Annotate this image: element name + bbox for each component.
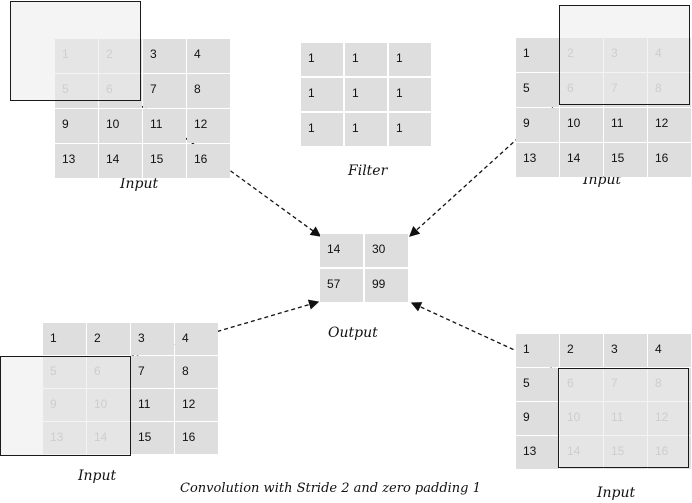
filter-cell: 1 (345, 78, 387, 111)
input-top-left-cell: 8 (187, 74, 230, 108)
input-bottom-left-cell: 8 (175, 356, 218, 388)
input-top-right-cell: 9 (516, 108, 559, 142)
input-top-right-cell: 14 (560, 143, 603, 177)
input-top-left-cell: 10 (99, 109, 142, 143)
input-top-left-cell: 15 (143, 144, 186, 178)
filter-cell: 1 (345, 113, 387, 146)
input-bottom-right-cell: 1 (516, 334, 559, 367)
output-cell: 14 (320, 234, 363, 267)
input-top-right-cell: 1 (516, 38, 559, 72)
filter-window-top-left (10, 1, 141, 101)
filter-window-top-right (559, 5, 690, 105)
input-top-left-cell: 11 (143, 109, 186, 143)
input-top-left-cell: 4 (187, 39, 230, 73)
input-bottom-right-cell: 9 (516, 402, 559, 435)
output-label: Output (328, 325, 378, 341)
input-bottom-left-cell: 15 (131, 422, 174, 454)
input-bottom-right-cell: 4 (648, 334, 691, 367)
input-top-right-cell: 5 (516, 73, 559, 107)
input-bottom-right-cell: 3 (604, 334, 647, 367)
input-top-right-cell: 13 (516, 143, 559, 177)
output-cell: 57 (320, 269, 363, 302)
input-bottom-left-cell: 4 (175, 323, 218, 355)
arrow-top-right-to-output (409, 99, 561, 237)
filter-window-bottom-left (0, 356, 131, 456)
diagram-caption: Convolution with Stride 2 and zero paddi… (180, 481, 481, 496)
input-top-right-cell: 15 (604, 143, 647, 177)
input-bottom-left-cell: 12 (175, 389, 218, 421)
input-top-left-cell: 9 (55, 109, 98, 143)
input-bottom-right-cell: 5 (516, 368, 559, 401)
input-top-right-cell: 12 (648, 108, 691, 142)
filter-cell: 1 (389, 113, 431, 146)
input-bottom-left-cell: 16 (175, 422, 218, 454)
input-top-left-cell: 14 (99, 144, 142, 178)
filter-window-bottom-right (558, 368, 689, 468)
input-bottom-left-cell: 2 (87, 323, 130, 355)
input-top-right-cell: 10 (560, 108, 603, 142)
input-bottom-right-cell: 2 (560, 334, 603, 367)
input-top-right-cell: 16 (648, 143, 691, 177)
filter-cell: 1 (301, 113, 343, 146)
input-bottom-left-cell: 11 (131, 389, 174, 421)
input-bottom-left-cell: 3 (131, 323, 174, 355)
filter-cell: 1 (345, 43, 387, 76)
arrow-bottom-right-to-output (410, 302, 559, 371)
input-bottom-right-cell: 13 (516, 436, 559, 469)
filter-cell: 1 (301, 78, 343, 111)
filter-cell: 1 (389, 78, 431, 111)
input-top-left-cell: 16 (187, 144, 230, 178)
input-top-right-cell: 11 (604, 108, 647, 142)
input-top-left-cell: 13 (55, 144, 98, 178)
output-cell: 30 (365, 234, 408, 267)
input-bottom-left-cell: 7 (131, 356, 174, 388)
output-cell: 99 (365, 269, 408, 302)
input-label-top-left: Input (120, 176, 159, 192)
input-top-left-cell: 12 (187, 109, 230, 143)
filter-cell: 1 (389, 43, 431, 76)
input-label-bottom-right: Input (597, 485, 636, 501)
input-bottom-left-cell: 1 (43, 323, 86, 355)
arrow-bottom-left-to-output (129, 299, 320, 358)
filter-label: Filter (348, 163, 388, 179)
input-label-bottom-left: Input (78, 468, 117, 484)
input-top-left-cell: 7 (143, 74, 186, 108)
input-top-left-cell: 3 (143, 39, 186, 73)
filter-cell: 1 (301, 43, 343, 76)
